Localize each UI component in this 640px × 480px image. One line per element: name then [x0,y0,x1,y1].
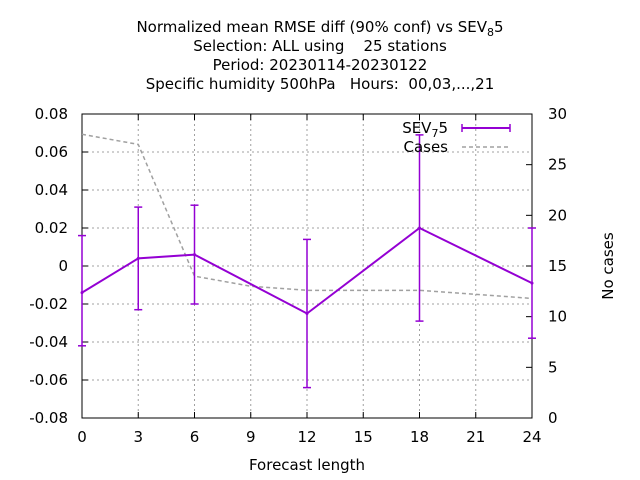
chart-title-tail: 5 [494,18,504,36]
x-axis-label: Forecast length [249,456,365,474]
chart-title-line-3: Period: 20230114-20230122 [212,56,428,74]
chart-title-line-1: Normalized mean RMSE diff (90% conf) vs … [0,18,640,42]
data-point-sev [418,226,421,230]
chart-title-line-4: Specific humidity 500hPa Hours: 00,03,..… [145,75,495,93]
y-tick-label: -0.02 [29,295,68,313]
legend-label-cases: Cases [403,138,448,156]
y2-tick-label: 30 [548,105,567,123]
x-tick-label: 18 [410,428,429,446]
legend-label-sev: SEV75 [402,119,448,140]
y-tick-label: 0.06 [35,143,68,161]
y2-tick-label: 15 [548,257,567,275]
chart-title-text: Normalized mean RMSE diff (90% conf) vs … [136,18,488,36]
y2-tick-label: 10 [548,308,567,326]
data-point-sev [193,253,196,257]
x-tick-label: 12 [297,428,316,446]
data-point-sev [530,281,534,285]
x-tick-label: 0 [77,428,87,446]
data-point-sev [305,312,309,315]
x-tick-label: 9 [246,428,256,446]
x-tick-label: 21 [466,428,485,446]
x-tick-label: 3 [133,428,143,446]
chart-title-subscript: 8 [487,26,495,39]
y-tick-label: -0.04 [29,333,68,351]
y-tick-label: 0.02 [35,219,68,237]
y-tick-label: -0.06 [29,371,68,389]
y2-tick-label: 5 [548,358,558,376]
y-tick-label: 0 [58,257,68,275]
y2-axis-label: No cases [599,232,617,300]
y2-tick-label: 25 [548,156,567,174]
y-tick-label: 0.08 [35,105,68,123]
chart-title-line-2: Selection: ALL using 25 stations [193,37,447,55]
y-tick-label: 0.04 [35,181,68,199]
series-line-cases [81,133,533,300]
x-tick-label: 15 [354,428,373,446]
series-line-sev [81,226,533,315]
x-tick-label: 24 [522,428,541,446]
data-point-sev [136,256,140,260]
y2-tick-label: 0 [548,409,558,427]
x-tick-label: 6 [190,428,200,446]
y2-tick-label: 20 [548,206,567,224]
data-point-sev [80,291,84,295]
y-tick-label: -0.08 [29,409,68,427]
